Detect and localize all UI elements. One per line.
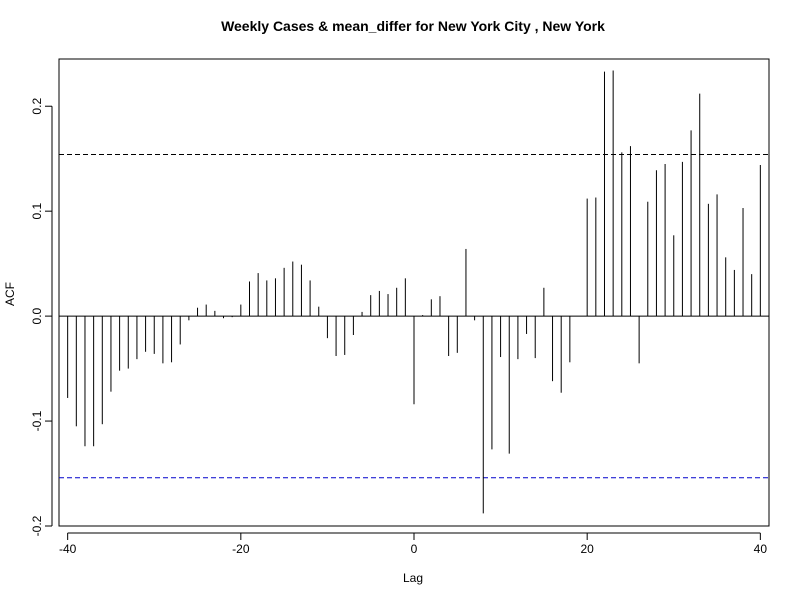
y-tick-label: 0.0 xyxy=(30,307,44,324)
x-tick-label: -20 xyxy=(232,542,250,556)
y-axis-label: ACF xyxy=(3,282,17,306)
x-tick-label: 40 xyxy=(754,542,768,556)
y-tick-label: -0.1 xyxy=(30,410,44,431)
x-tick-label: 0 xyxy=(411,542,418,556)
plot-area: -40 -20 0 20 40 -0.2 -0.1 0.0 0.1 0.2 xyxy=(30,58,770,556)
y-tick-label: -0.2 xyxy=(30,515,44,536)
x-axis-label: Lag xyxy=(403,571,423,585)
y-tick-label: 0.2 xyxy=(30,98,44,115)
chart-title: Weekly Cases & mean_differ for New York … xyxy=(221,18,605,34)
x-tick-label: -40 xyxy=(59,542,77,556)
plot-frame xyxy=(58,58,770,527)
x-tick-label: 20 xyxy=(580,542,594,556)
y-tick-label: 0.1 xyxy=(30,203,44,220)
